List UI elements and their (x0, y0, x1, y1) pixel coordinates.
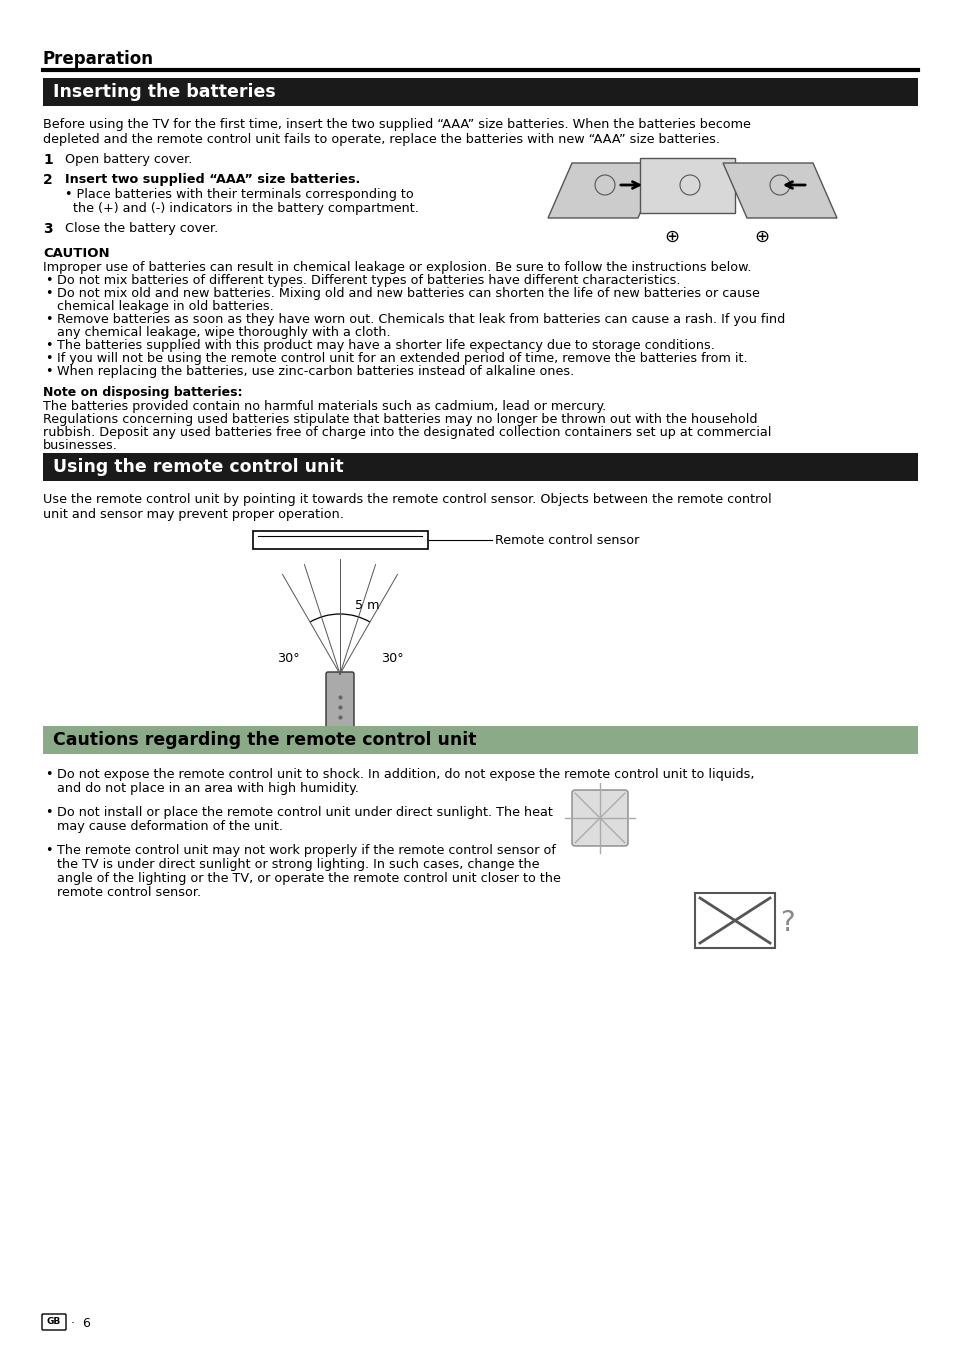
Text: remote control sensor.: remote control sensor. (57, 886, 201, 899)
Text: •: • (45, 768, 52, 781)
Text: 30°: 30° (380, 653, 403, 665)
Text: Improper use of batteries can result in chemical leakage or explosion. Be sure t: Improper use of batteries can result in … (43, 261, 751, 274)
Text: If you will not be using the remote control unit for an extended period of time,: If you will not be using the remote cont… (57, 352, 747, 366)
Text: •: • (45, 366, 52, 378)
Text: Do not expose the remote control unit to shock. In addition, do not expose the r: Do not expose the remote control unit to… (57, 768, 754, 781)
Bar (43, 454, 917, 481)
Bar (43, 79, 917, 106)
Text: Do not install or place the remote control unit under direct sunlight. The heat: Do not install or place the remote contr… (57, 806, 553, 819)
Text: 1: 1 (43, 153, 52, 167)
Text: ⊕: ⊕ (754, 227, 769, 246)
Text: 5 m: 5 m (355, 598, 379, 612)
Text: Inserting the batteries: Inserting the batteries (53, 83, 275, 102)
Text: rubbish. Deposit any used batteries free of charge into the designated collectio: rubbish. Deposit any used batteries free… (43, 427, 771, 439)
Text: Cautions regarding the remote control unit: Cautions regarding the remote control un… (53, 731, 476, 749)
Text: chemical leakage in old batteries.: chemical leakage in old batteries. (57, 301, 274, 313)
Text: 2: 2 (43, 173, 52, 187)
Text: •: • (45, 352, 52, 366)
Text: ·  6: · 6 (71, 1317, 91, 1330)
Text: Before using the TV for the first time, insert the two supplied “AAA” size batte: Before using the TV for the first time, … (43, 118, 750, 131)
Text: Regulations concerning used batteries stipulate that batteries may no longer be : Regulations concerning used batteries st… (43, 413, 757, 427)
Text: the (+) and (-) indicators in the battery compartment.: the (+) and (-) indicators in the batter… (73, 202, 418, 215)
Text: the TV is under direct sunlight or strong lighting. In such cases, change the: the TV is under direct sunlight or stron… (57, 858, 539, 871)
Bar (253, 531, 428, 548)
Text: 3: 3 (43, 222, 52, 236)
FancyBboxPatch shape (42, 1313, 66, 1330)
Text: Open battery cover.: Open battery cover. (65, 153, 193, 167)
Bar (43, 726, 917, 754)
Text: depleted and the remote control unit fails to operate, replace the batteries wit: depleted and the remote control unit fai… (43, 133, 720, 146)
Text: Insert two supplied “AAA” size batteries.: Insert two supplied “AAA” size batteries… (65, 173, 360, 185)
Text: GB: GB (47, 1317, 61, 1326)
Text: businesses.: businesses. (43, 439, 118, 452)
Polygon shape (639, 158, 734, 213)
Text: •: • (45, 313, 52, 326)
Text: unit and sensor may prevent proper operation.: unit and sensor may prevent proper opera… (43, 508, 343, 521)
Text: • Place batteries with their terminals corresponding to: • Place batteries with their terminals c… (65, 188, 414, 200)
Text: The batteries provided contain no harmful materials such as cadmium, lead or mer: The batteries provided contain no harmfu… (43, 399, 605, 413)
Text: angle of the lighting or the TV, or operate the remote control unit closer to th: angle of the lighting or the TV, or oper… (57, 872, 560, 886)
Text: CAUTION: CAUTION (43, 246, 110, 260)
Text: The batteries supplied with this product may have a shorter life expectancy due : The batteries supplied with this product… (57, 338, 714, 352)
Polygon shape (547, 162, 661, 218)
FancyBboxPatch shape (326, 672, 354, 731)
Text: Note on disposing batteries:: Note on disposing batteries: (43, 386, 242, 399)
Text: 30°: 30° (276, 653, 299, 665)
Text: Remote control sensor: Remote control sensor (495, 533, 639, 547)
Text: Close the battery cover.: Close the battery cover. (65, 222, 218, 236)
Text: •: • (45, 844, 52, 857)
Text: Use the remote control unit by pointing it towards the remote control sensor. Ob: Use the remote control unit by pointing … (43, 493, 771, 506)
Text: any chemical leakage, wipe thoroughly with a cloth.: any chemical leakage, wipe thoroughly wi… (57, 326, 390, 338)
Text: may cause deformation of the unit.: may cause deformation of the unit. (57, 821, 283, 833)
Polygon shape (722, 162, 836, 218)
Bar (695, 894, 774, 948)
Text: When replacing the batteries, use zinc-carbon batteries instead of alkaline ones: When replacing the batteries, use zinc-c… (57, 366, 574, 378)
Text: ?: ? (780, 909, 794, 937)
Text: Remove batteries as soon as they have worn out. Chemicals that leak from batteri: Remove batteries as soon as they have wo… (57, 313, 784, 326)
Text: •: • (45, 806, 52, 819)
Text: •: • (45, 338, 52, 352)
Text: Do not mix old and new batteries. Mixing old and new batteries can shorten the l: Do not mix old and new batteries. Mixing… (57, 287, 760, 301)
Text: Using the remote control unit: Using the remote control unit (53, 458, 343, 477)
Text: ⊕: ⊕ (663, 227, 679, 246)
FancyBboxPatch shape (572, 789, 627, 846)
Text: Do not mix batteries of different types. Different types of batteries have diffe: Do not mix batteries of different types.… (57, 274, 679, 287)
Text: The remote control unit may not work properly if the remote control sensor of: The remote control unit may not work pro… (57, 844, 556, 857)
Text: Preparation: Preparation (43, 50, 153, 68)
Text: •: • (45, 287, 52, 301)
Text: •: • (45, 274, 52, 287)
Text: and do not place in an area with high humidity.: and do not place in an area with high hu… (57, 783, 358, 795)
